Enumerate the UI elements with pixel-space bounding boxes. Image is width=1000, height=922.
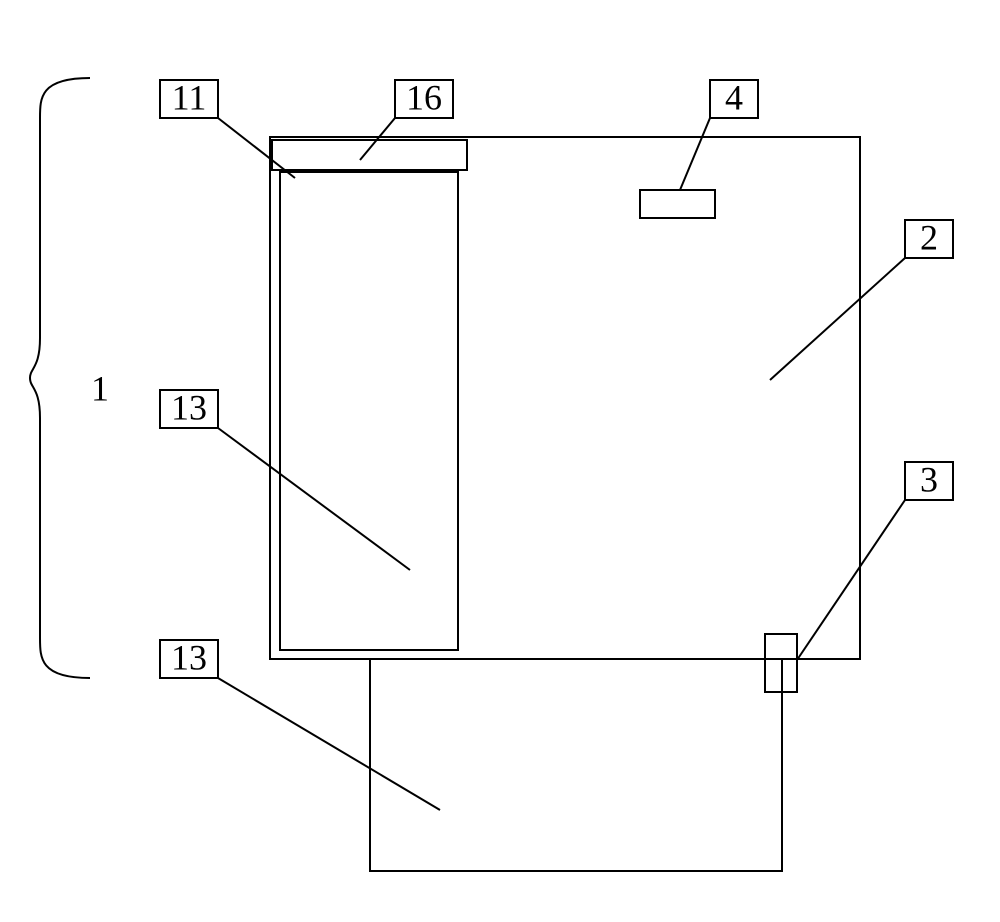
- bottom-box: [370, 659, 782, 871]
- leader-l13b: [218, 678, 440, 810]
- leader-l2: [770, 258, 905, 380]
- leader-l13a: [218, 428, 410, 570]
- leader-l3: [797, 500, 905, 660]
- small-top-block: [640, 190, 715, 218]
- label-l11: 11: [172, 77, 207, 117]
- diagram-canvas: 11 16 4 2 3 1 13 13: [0, 0, 1000, 922]
- top-tab: [272, 140, 467, 170]
- label-l3: 3: [920, 459, 938, 499]
- label-l16: 16: [406, 77, 442, 117]
- outer-box: [270, 137, 860, 659]
- label-l13a: 13: [171, 387, 207, 427]
- label-l4: 4: [725, 77, 743, 117]
- inner-panel: [280, 172, 458, 650]
- brace-left: [30, 78, 90, 678]
- label-l2: 2: [920, 217, 938, 257]
- leader-l4: [680, 118, 710, 190]
- label-l13b: 13: [171, 637, 207, 677]
- label-l1: 1: [91, 368, 109, 408]
- leader-l11: [218, 118, 295, 178]
